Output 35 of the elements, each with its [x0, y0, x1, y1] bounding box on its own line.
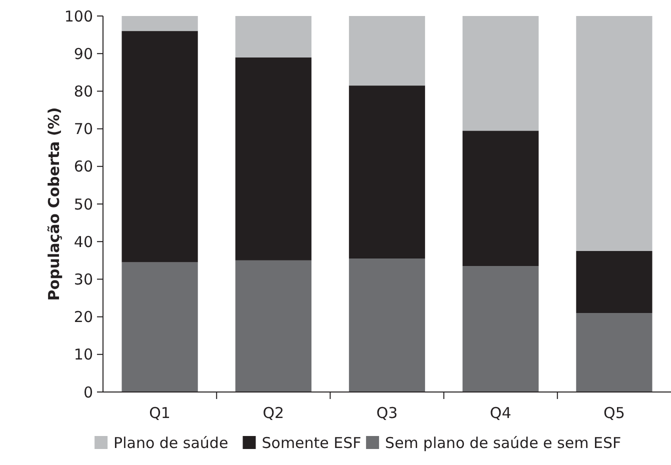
bar	[462, 16, 539, 131]
y-tick-label: 80	[74, 82, 93, 100]
y-axis-title: População Coberta (%)	[45, 107, 63, 301]
x-tick-label: Q1	[149, 404, 170, 422]
bar	[348, 86, 426, 259]
bar	[576, 313, 652, 392]
bar	[235, 57, 312, 260]
bar	[462, 130, 539, 266]
y-tick-label: 40	[74, 232, 93, 251]
bar	[235, 260, 312, 392]
y-tick-label: 10	[74, 346, 93, 364]
bar	[122, 31, 198, 262]
bar	[576, 251, 652, 314]
bar	[348, 258, 426, 392]
y-tick-label: 70	[74, 120, 93, 138]
x-tick-label: Q2	[262, 404, 284, 422]
x-tick-label: Q5	[604, 404, 625, 422]
y-tick-label: 100	[64, 7, 93, 26]
bar	[122, 262, 198, 392]
y-tick-label: 0	[83, 383, 93, 402]
bar	[235, 16, 312, 58]
y-tick-label: 30	[74, 270, 93, 288]
legend-label: Somente ESF	[262, 434, 362, 452]
y-tick-label: 50	[74, 195, 93, 214]
x-tick-label: Q3	[376, 404, 398, 422]
bar	[576, 16, 652, 251]
legend-label: Plano de saúde	[114, 434, 228, 452]
y-tick-label: 90	[74, 44, 93, 63]
bar	[348, 16, 426, 86]
y-tick-label: 20	[74, 308, 93, 326]
y-tick-label: 60	[74, 158, 93, 176]
bar	[462, 266, 539, 392]
x-tick-label: Q4	[490, 404, 512, 422]
legend-label: Sem plano de saúde e sem ESF	[385, 434, 622, 452]
bar	[122, 16, 198, 32]
